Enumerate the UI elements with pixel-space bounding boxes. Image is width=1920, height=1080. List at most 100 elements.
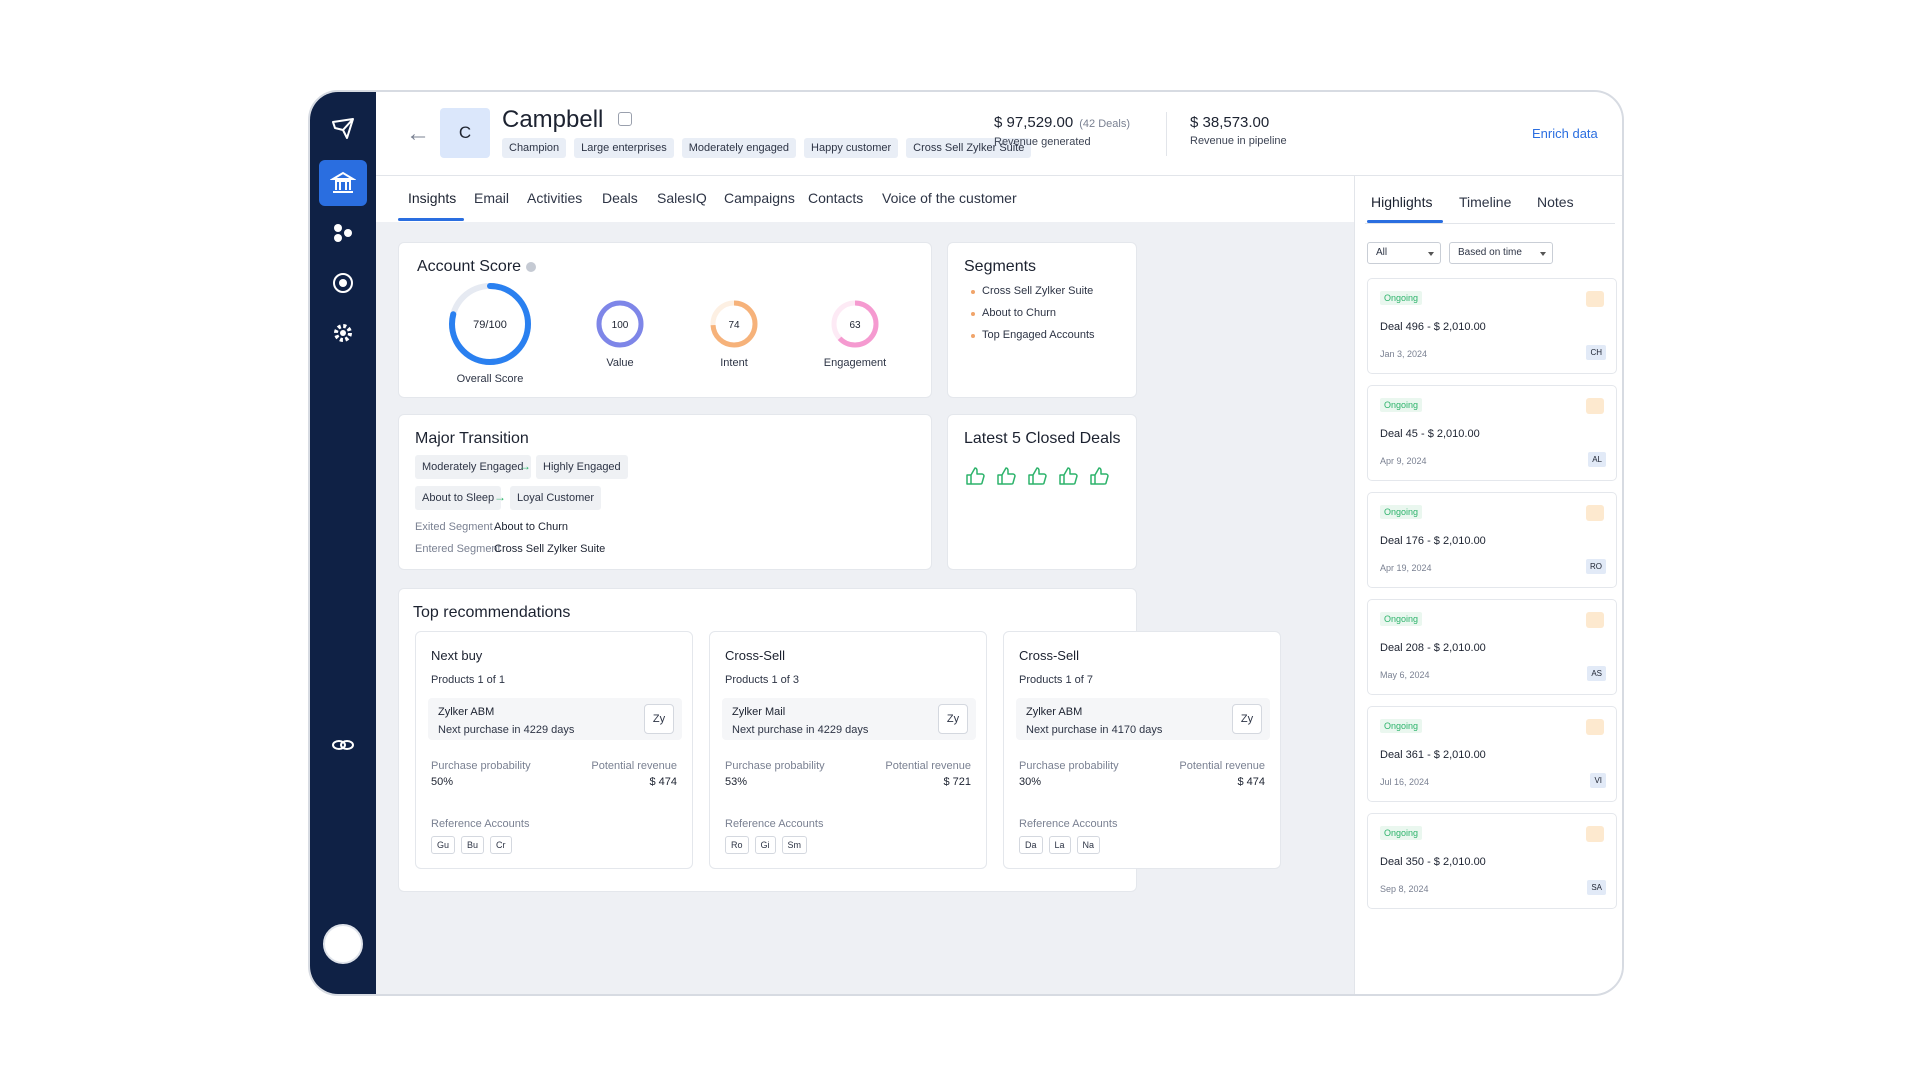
app-logo-icon[interactable] — [319, 106, 367, 152]
next-purchase: Next purchase in 4229 days — [438, 724, 575, 736]
user-avatar[interactable] — [323, 924, 363, 964]
owner-initials: AS — [1587, 666, 1606, 681]
tab-insights[interactable]: Insights — [408, 190, 457, 206]
arrow-right-icon: → — [519, 459, 531, 473]
gauge-arc — [710, 300, 758, 348]
open-external-icon[interactable] — [618, 112, 632, 126]
thumbs-up-icon[interactable] — [1057, 465, 1079, 487]
overall-score-gauge: 79/100 — [449, 283, 531, 365]
status-badge: Ongoing — [1380, 826, 1423, 840]
tab-voice-of-customer[interactable]: Voice of the customer — [882, 190, 1017, 206]
intent-score: 74 — [728, 320, 740, 331]
sync-icon[interactable] — [319, 260, 367, 306]
filter-select[interactable]: All — [1367, 242, 1441, 264]
chevron-down-icon — [1428, 252, 1434, 256]
tab-timeline[interactable]: Timeline — [1459, 194, 1512, 210]
accounts-bank-icon[interactable] — [319, 160, 367, 206]
deal-name: Deal 208 - $ 2,010.00 — [1380, 642, 1486, 654]
gauge-arc — [449, 283, 531, 365]
revenue-label: Potential revenue — [885, 760, 971, 772]
closed-deals-icons — [964, 465, 1110, 487]
deal-date: Jul 16, 2024 — [1380, 777, 1430, 787]
info-icon[interactable] — [525, 261, 536, 272]
closed-deals-title: Latest 5 Closed Deals — [964, 430, 1121, 447]
reference-chip[interactable]: Sm — [781, 836, 808, 854]
bullet-icon — [971, 312, 975, 316]
reference-chip[interactable]: La — [1048, 836, 1071, 854]
value-label: Value — [606, 357, 634, 369]
deal-date: May 6, 2024 — [1380, 670, 1430, 680]
reference-chip[interactable]: Gu — [431, 836, 456, 854]
filter-value: All — [1376, 247, 1388, 258]
tag: Large enterprises — [574, 138, 674, 158]
tab-contacts[interactable]: Contacts — [808, 190, 864, 206]
reference-chip[interactable]: Bu — [461, 836, 485, 854]
reference-accounts-label: Reference Accounts — [725, 818, 824, 830]
deal-card[interactable]: Ongoing Deal 496 - $ 2,010.00 Jan 3, 202… — [1367, 278, 1617, 374]
deal-name: Deal 350 - $ 2,010.00 — [1380, 856, 1486, 868]
deal-card[interactable]: Ongoing Deal 361 - $ 2,010.00 Jul 16, 20… — [1367, 706, 1617, 802]
gear-icon[interactable] — [319, 310, 367, 356]
segment-label: Top Engaged Accounts — [982, 329, 1095, 341]
sort-select[interactable]: Based on time — [1449, 242, 1553, 264]
tab-highlights[interactable]: Highlights — [1371, 194, 1433, 210]
bullet-icon — [971, 290, 975, 294]
segment-item: Top Engaged Accounts — [971, 329, 1095, 341]
overall-score-label: Overall Score — [456, 373, 524, 385]
thumbs-up-icon[interactable] — [995, 465, 1017, 487]
transition-from: About to Sleep — [415, 486, 502, 510]
deal-date: Apr 9, 2024 — [1380, 456, 1427, 466]
recommendation-card[interactable]: Cross-Sell Products 1 of 7 Zylker ABM Ne… — [1003, 631, 1281, 869]
entered-segment-value: Cross Sell Zylker Suite — [494, 543, 606, 555]
deal-name: Deal 176 - $ 2,010.00 — [1380, 535, 1486, 547]
account-score-card: Account Score 79/100 Overall Score 100 V… — [398, 242, 932, 398]
thumbs-up-icon[interactable] — [964, 465, 986, 487]
gauge-arc — [831, 300, 879, 348]
tab-email[interactable]: Email — [474, 190, 510, 206]
tab-activities[interactable]: Activities — [527, 190, 583, 206]
folder-icon[interactable] — [1586, 291, 1604, 307]
reference-accounts-label: Reference Accounts — [431, 818, 530, 830]
prob-label: Purchase probability — [1019, 760, 1119, 772]
transition-from: Moderately Engaged — [415, 455, 531, 479]
deal-card[interactable]: Ongoing Deal 208 - $ 2,010.00 May 6, 202… — [1367, 599, 1617, 695]
overall-score-value: 79/100 — [473, 319, 507, 331]
folder-icon[interactable] — [1586, 612, 1604, 628]
revenue-deals: (42 Deals) — [1079, 118, 1130, 130]
reference-chip[interactable]: Da — [1019, 836, 1043, 854]
tab-deals[interactable]: Deals — [602, 190, 638, 206]
enrich-data-link[interactable]: Enrich data — [1532, 126, 1598, 141]
engagement-gauge: 63 — [831, 300, 879, 348]
recommendation-card[interactable]: Next buy Products 1 of 1 Zylker ABM Next… — [415, 631, 693, 869]
account-score-title: Account Score — [417, 258, 536, 276]
tab-salesiq[interactable]: SalesIQ — [657, 190, 707, 206]
recommendation-card[interactable]: Cross-Sell Products 1 of 3 Zylker Mail N… — [709, 631, 987, 869]
deal-card[interactable]: Ongoing Deal 350 - $ 2,010.00 Sep 8, 202… — [1367, 813, 1617, 909]
segments-dots-icon[interactable] — [319, 210, 367, 256]
thumbs-up-icon[interactable] — [1026, 465, 1048, 487]
link-icon[interactable] — [319, 722, 367, 768]
reference-chip[interactable]: Cr — [490, 836, 512, 854]
tab-campaigns[interactable]: Campaigns — [724, 190, 795, 206]
owner-initials: VI — [1590, 773, 1606, 788]
rec-type: Next buy — [431, 648, 483, 663]
deal-card[interactable]: Ongoing Deal 45 - $ 2,010.00 Apr 9, 2024… — [1367, 385, 1617, 481]
folder-icon[interactable] — [1586, 505, 1604, 521]
engagement-label: Engagement — [823, 357, 887, 369]
folder-icon[interactable] — [1586, 826, 1604, 842]
back-arrow-icon[interactable]: ← — [406, 120, 430, 147]
rec-product-box: Zylker Mail Next purchase in 4229 days Z… — [722, 698, 976, 740]
tab-notes[interactable]: Notes — [1537, 194, 1574, 210]
deal-card[interactable]: Ongoing Deal 176 - $ 2,010.00 Apr 19, 20… — [1367, 492, 1617, 588]
thumbs-up-icon[interactable] — [1088, 465, 1110, 487]
rec-product-box: Zylker ABM Next purchase in 4229 days Zy — [428, 698, 682, 740]
reference-chip[interactable]: Na — [1076, 836, 1101, 854]
reference-chip[interactable]: Gi — [754, 836, 776, 854]
account-tags: Champion Large enterprises Moderately en… — [502, 138, 1032, 158]
next-purchase: Next purchase in 4170 days — [1026, 724, 1163, 736]
folder-icon[interactable] — [1586, 719, 1604, 735]
reference-chip[interactable]: Ro — [725, 836, 749, 854]
status-badge: Ongoing — [1380, 291, 1423, 305]
folder-icon[interactable] — [1586, 398, 1604, 414]
recommendations-title: Top recommendations — [413, 604, 571, 621]
